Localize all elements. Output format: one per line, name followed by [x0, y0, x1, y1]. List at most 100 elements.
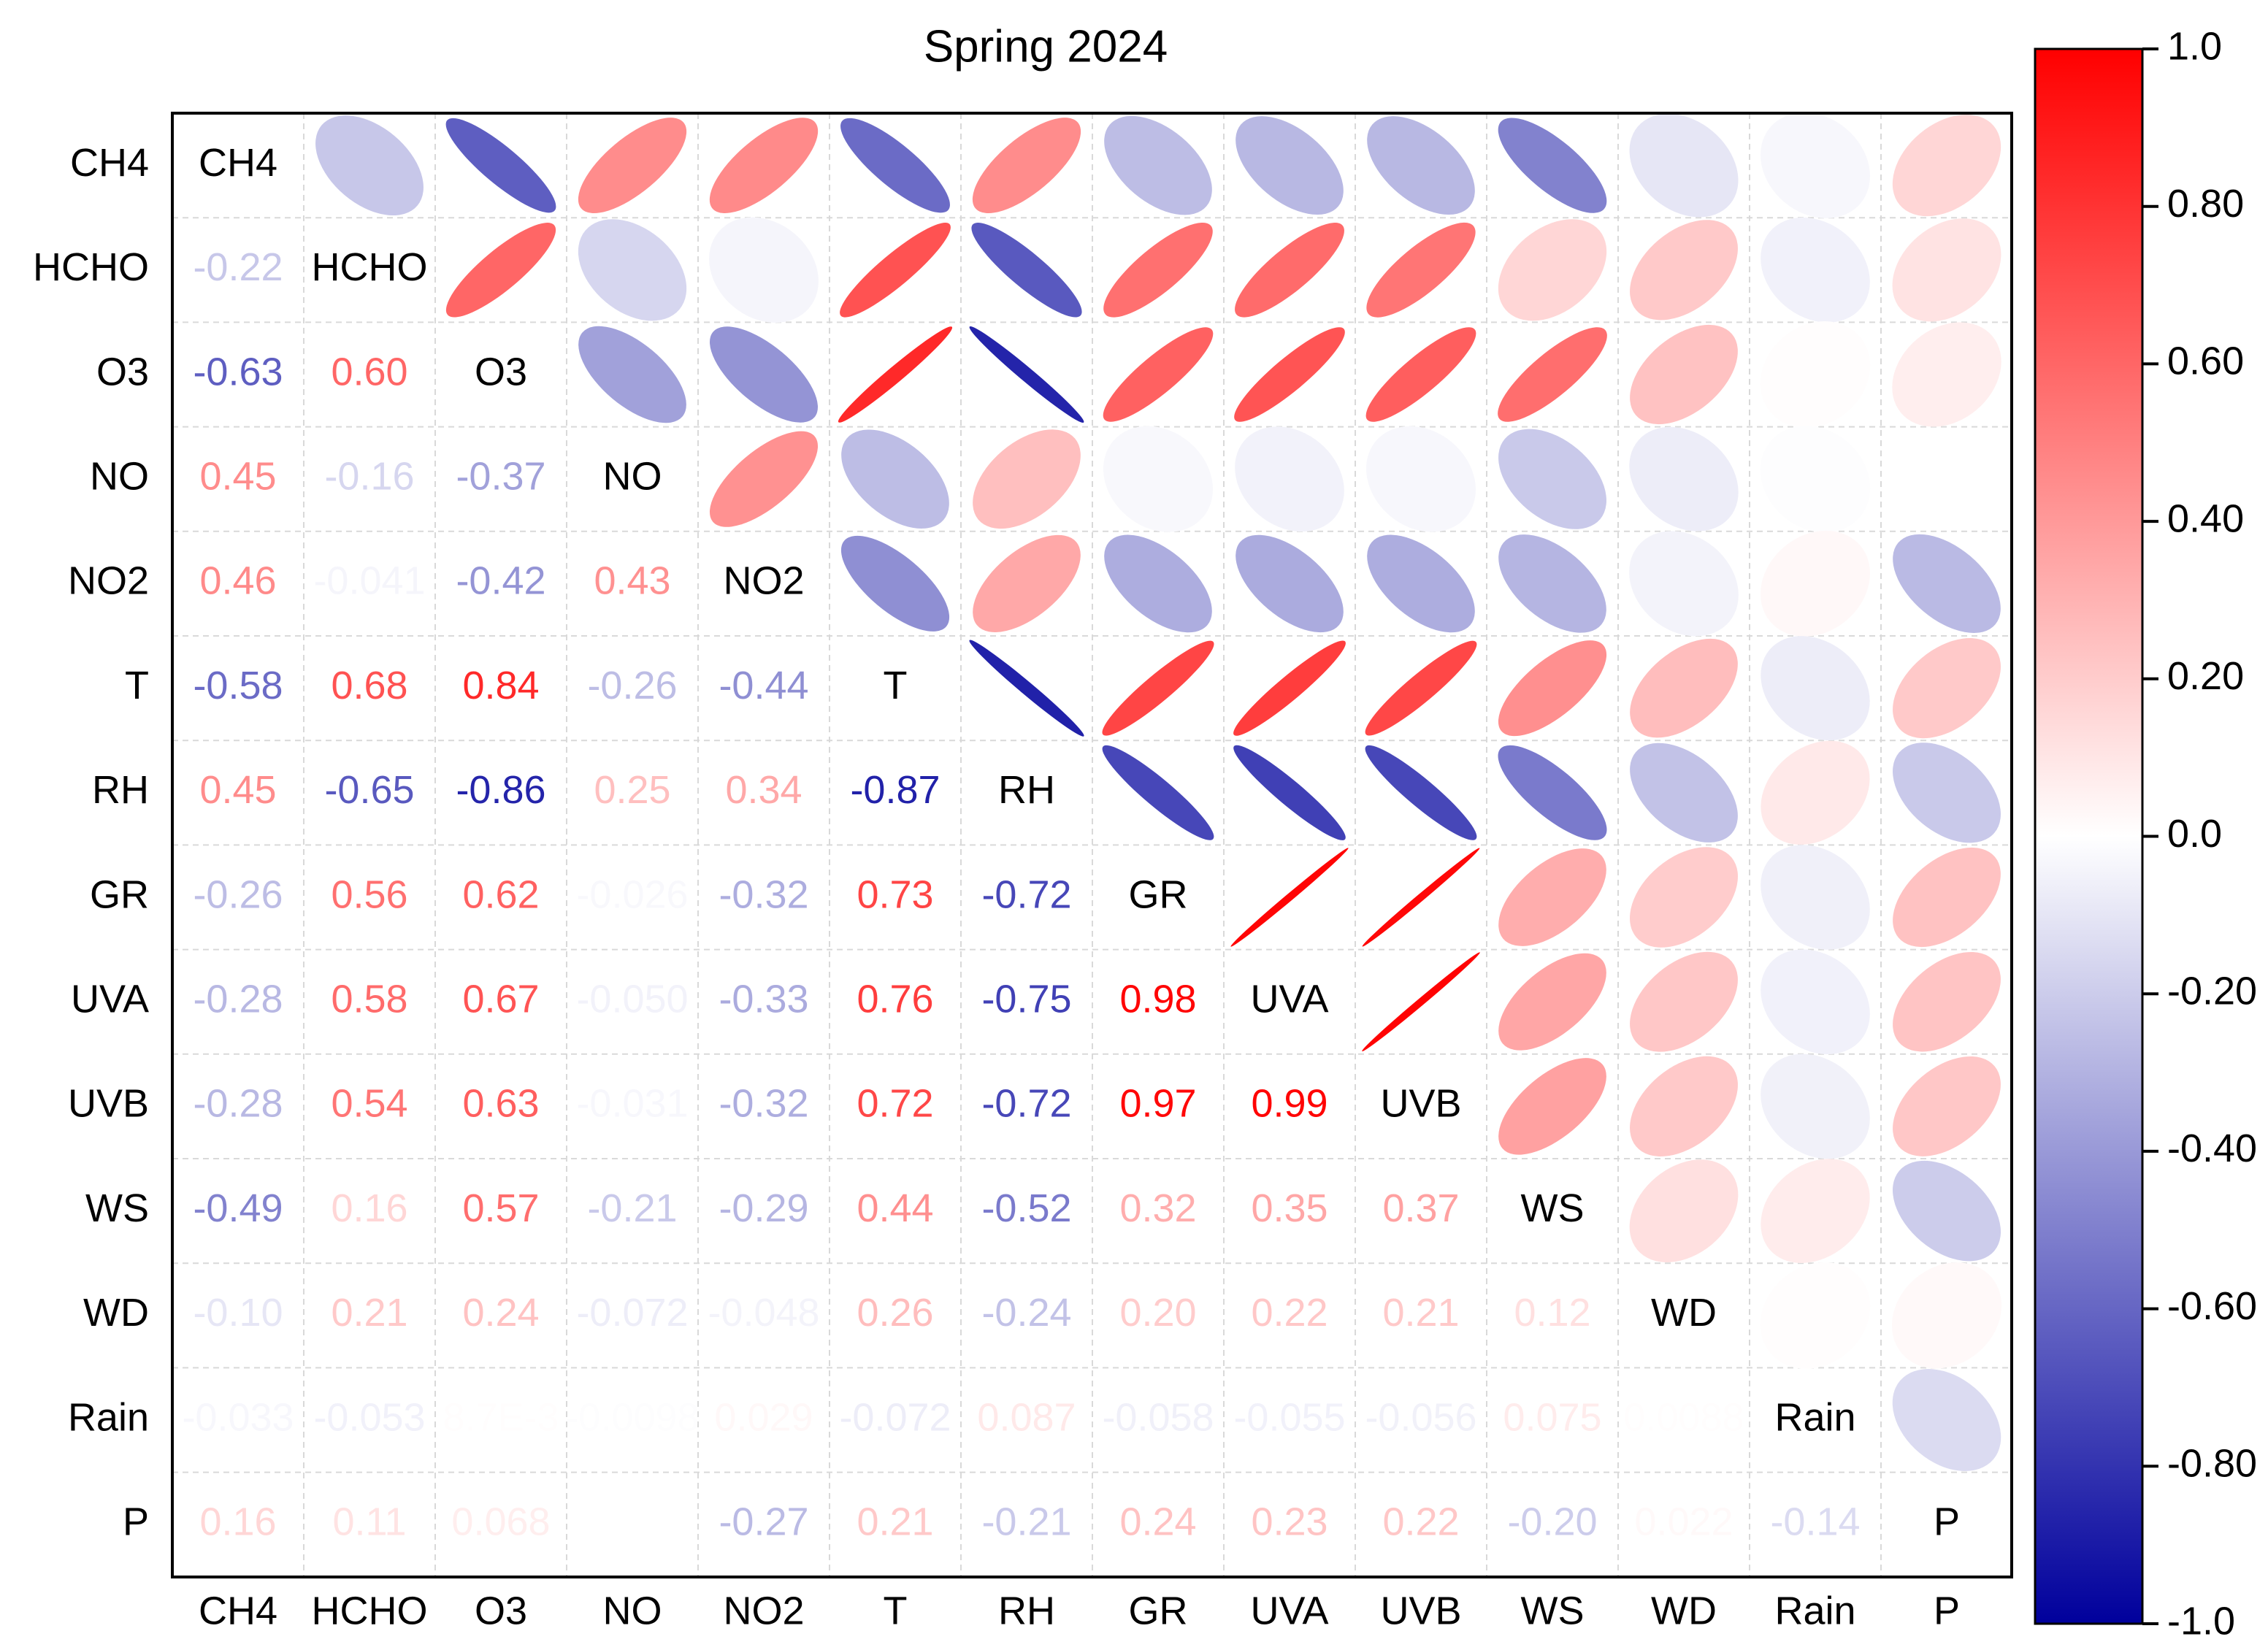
diagonal-label: UVA: [1250, 977, 1328, 1021]
corr-ellipse: [1892, 1369, 2001, 1471]
corr-value: -0.26: [193, 872, 283, 916]
corr-value: -0.033: [182, 1395, 294, 1439]
corr-value: -0.52: [981, 1186, 1071, 1230]
corr-ellipse: [1498, 327, 1607, 422]
corr-ellipse: [1498, 848, 1606, 946]
corr-ellipse: [1103, 222, 1213, 318]
corr-value: -0.053: [313, 1395, 425, 1439]
corr-value: 0.97: [1119, 1082, 1196, 1126]
y-tick-label: WD: [83, 1291, 149, 1335]
x-tick-label: CH4: [199, 1589, 277, 1632]
diagonal-label: O3: [475, 350, 527, 394]
x-tick-label: NO2: [723, 1589, 804, 1632]
corr-ellipse: [1761, 740, 1870, 845]
corr-ellipse: [1104, 115, 1212, 215]
corr-ellipse: [1892, 115, 2001, 217]
colorbar-tick-label: -0.20: [2167, 969, 2257, 1013]
corr-value: 0.087: [977, 1395, 1076, 1439]
corr-ellipse: [1893, 951, 2001, 1052]
corr-ellipse: [1498, 1058, 1606, 1155]
corr-ellipse: [1630, 638, 1738, 738]
y-tick-label: UVB: [68, 1082, 149, 1126]
diagonal-label: UVB: [1380, 1082, 1461, 1126]
corr-value: -0.87: [850, 768, 940, 812]
corr-value: -0.072: [839, 1395, 951, 1439]
colorbar: [2034, 47, 2144, 1625]
corr-ellipse: [973, 429, 1081, 529]
y-tick-label: WS: [85, 1186, 149, 1230]
corr-ellipse: [578, 118, 687, 214]
corr-value: -0.58: [193, 664, 283, 707]
corr-value: -0.72: [981, 1082, 1071, 1126]
corr-value: 0.21: [331, 1291, 407, 1335]
corr-ellipse: [969, 640, 1084, 737]
corr-ellipse: [1365, 640, 1477, 736]
colorbar-tick-label: 0.40: [2167, 496, 2244, 540]
corr-value: 0.32: [1119, 1186, 1196, 1230]
corr-value: 0.45: [199, 768, 276, 812]
corr-value: -0.21: [587, 1186, 677, 1230]
diagonal-label: WD: [1651, 1291, 1717, 1335]
corr-ellipse: [1760, 426, 1871, 533]
corr-value: 0.21: [857, 1500, 933, 1543]
corr-ellipse: [1235, 534, 1344, 633]
y-tick-label: O3: [96, 350, 149, 394]
corr-value: -0.86: [456, 768, 545, 812]
corr-value: -0.65: [324, 768, 414, 812]
corr-value: 0.37: [1382, 1186, 1459, 1230]
corr-ellipse: [1761, 112, 1870, 218]
corr-value: 0.21: [1382, 1291, 1459, 1335]
corr-value: 0.022: [1634, 1500, 1733, 1543]
corr-ellipse: [841, 429, 949, 529]
chart-title: Spring 2024: [924, 21, 1168, 72]
corr-value: 0.12: [1514, 1291, 1590, 1335]
corr-ellipse: [1362, 952, 1480, 1052]
corr-ellipse: [1630, 951, 1738, 1052]
corr-value: 0.68: [331, 664, 407, 707]
corr-value: 0.34: [725, 768, 802, 812]
diagonal-label: T: [884, 664, 908, 707]
diagonal-label: GR: [1129, 872, 1188, 916]
corr-ellipse: [1230, 848, 1349, 947]
corr-value: 8.7E-3: [443, 1395, 559, 1439]
corr-ellipse: [1761, 217, 1870, 323]
corr-value: 0.068: [451, 1500, 550, 1543]
corr-value: -0.072: [576, 1291, 688, 1335]
corr-ellipse: [1760, 530, 1871, 637]
corr-ellipse: [1761, 636, 1870, 741]
corr-ellipse: [1893, 1160, 2001, 1262]
corr-ellipse: [1498, 429, 1606, 529]
x-tick-label: NO: [603, 1589, 662, 1632]
corr-ellipse: [1630, 847, 1738, 948]
y-tick-label: UVA: [71, 977, 149, 1021]
corr-ellipse: [1893, 742, 2001, 843]
corr-ellipse: [973, 534, 1081, 632]
corr-ellipse: [445, 118, 556, 213]
corr-value: 0.60: [331, 350, 407, 394]
corr-ellipse: [1629, 426, 1739, 532]
corr-ellipse: [1103, 327, 1214, 422]
corr-value: -0.27: [719, 1500, 808, 1543]
corr-value: 0.26: [857, 1291, 933, 1335]
corr-ellipse: [1498, 118, 1607, 213]
y-tick-label: Rain: [68, 1395, 149, 1439]
corr-value: 0.84: [462, 664, 539, 707]
corr-value: 0.56: [331, 872, 407, 916]
corr-value: -0.32: [719, 1082, 808, 1126]
corr-value: 0.0088: [1623, 1395, 1744, 1439]
corr-ellipse: [315, 115, 424, 216]
plot-frame: [171, 112, 2013, 1578]
corr-ellipse: [1498, 219, 1607, 321]
corr-value: 0.73: [857, 872, 933, 916]
corr-ellipse: [1893, 638, 2001, 739]
corr-value: -0.20: [1507, 1500, 1597, 1543]
x-tick-label: HCHO: [312, 1589, 428, 1632]
corr-ellipse: [1234, 327, 1345, 422]
diagonal-label: P: [1934, 1500, 1960, 1543]
colorbar-tick-label: -0.60: [2167, 1284, 2257, 1328]
corr-value: -0.041: [313, 559, 425, 603]
diagonal-label: CH4: [199, 141, 277, 185]
colorbar-tick-label: 0.20: [2167, 654, 2244, 698]
corr-value: 0.43: [594, 559, 670, 603]
